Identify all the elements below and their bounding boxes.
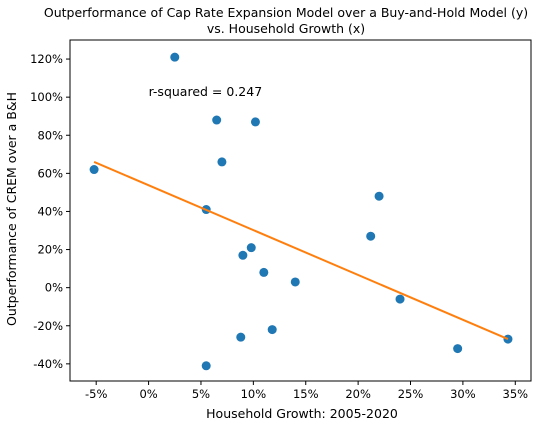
chart-subtitle: vs. Household Growth (x): [207, 21, 365, 36]
x-tick-label: 30%: [450, 387, 476, 401]
data-point: [267, 325, 277, 335]
data-point: [374, 191, 384, 201]
y-axis-label: Outperformance of CREM over a B&H: [4, 92, 19, 326]
plot-frame: [69, 39, 532, 382]
data-point: [259, 267, 269, 277]
data-point: [395, 294, 405, 304]
y-tick-label: 0%: [45, 281, 63, 295]
data-point: [246, 243, 256, 253]
data-point: [238, 250, 248, 260]
x-axis-label: Household Growth: 2005-2020: [206, 406, 398, 421]
x-tick-label: 5%: [192, 387, 210, 401]
y-tick-label: 60%: [37, 166, 63, 180]
y-tick-label: -40%: [33, 357, 63, 371]
regression-line: [93, 161, 509, 341]
ticks-layer: -5% 0% 5% 10% 15% 20% 25% 30% 35% -40% -20% 0% 20% 40…: [30, 52, 528, 401]
x-tick-label: 20%: [345, 387, 371, 401]
data-point: [236, 332, 246, 342]
data-point: [366, 231, 376, 241]
y-tick-label: 120%: [30, 52, 63, 66]
x-tick-label: 25%: [398, 387, 424, 401]
y-tick-label: 100%: [30, 90, 63, 104]
y-tick-label: -20%: [33, 319, 63, 333]
x-tick-label: 15%: [293, 387, 319, 401]
data-point: [212, 115, 222, 125]
data-point: [170, 52, 180, 62]
marks-layer: [89, 52, 513, 371]
x-tick-label: 35%: [503, 387, 529, 401]
r-squared-annotation: r-squared = 0.247: [149, 84, 263, 99]
data-point: [453, 344, 463, 354]
x-tick-label: -5%: [85, 387, 107, 401]
x-tick-label: 10%: [241, 387, 267, 401]
x-tick-label: 0%: [139, 387, 157, 401]
y-tick-label: 20%: [37, 243, 63, 257]
y-tick-label: 40%: [37, 204, 63, 218]
data-point: [89, 165, 99, 175]
y-tick-label: 80%: [37, 128, 63, 142]
data-point: [217, 157, 227, 167]
data-point: [290, 277, 300, 287]
data-point: [201, 361, 211, 371]
chart-title: Outperformance of Cap Rate Expansion Mod…: [44, 5, 528, 20]
data-point: [250, 117, 260, 127]
